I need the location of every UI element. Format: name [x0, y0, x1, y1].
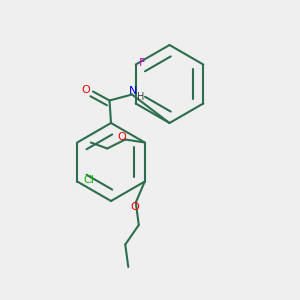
- Text: F: F: [139, 58, 146, 68]
- Text: O: O: [130, 202, 139, 212]
- Text: H: H: [137, 92, 144, 102]
- Text: O: O: [117, 132, 126, 142]
- Text: O: O: [81, 85, 90, 95]
- Text: Cl: Cl: [83, 175, 94, 185]
- Text: N: N: [129, 86, 138, 96]
